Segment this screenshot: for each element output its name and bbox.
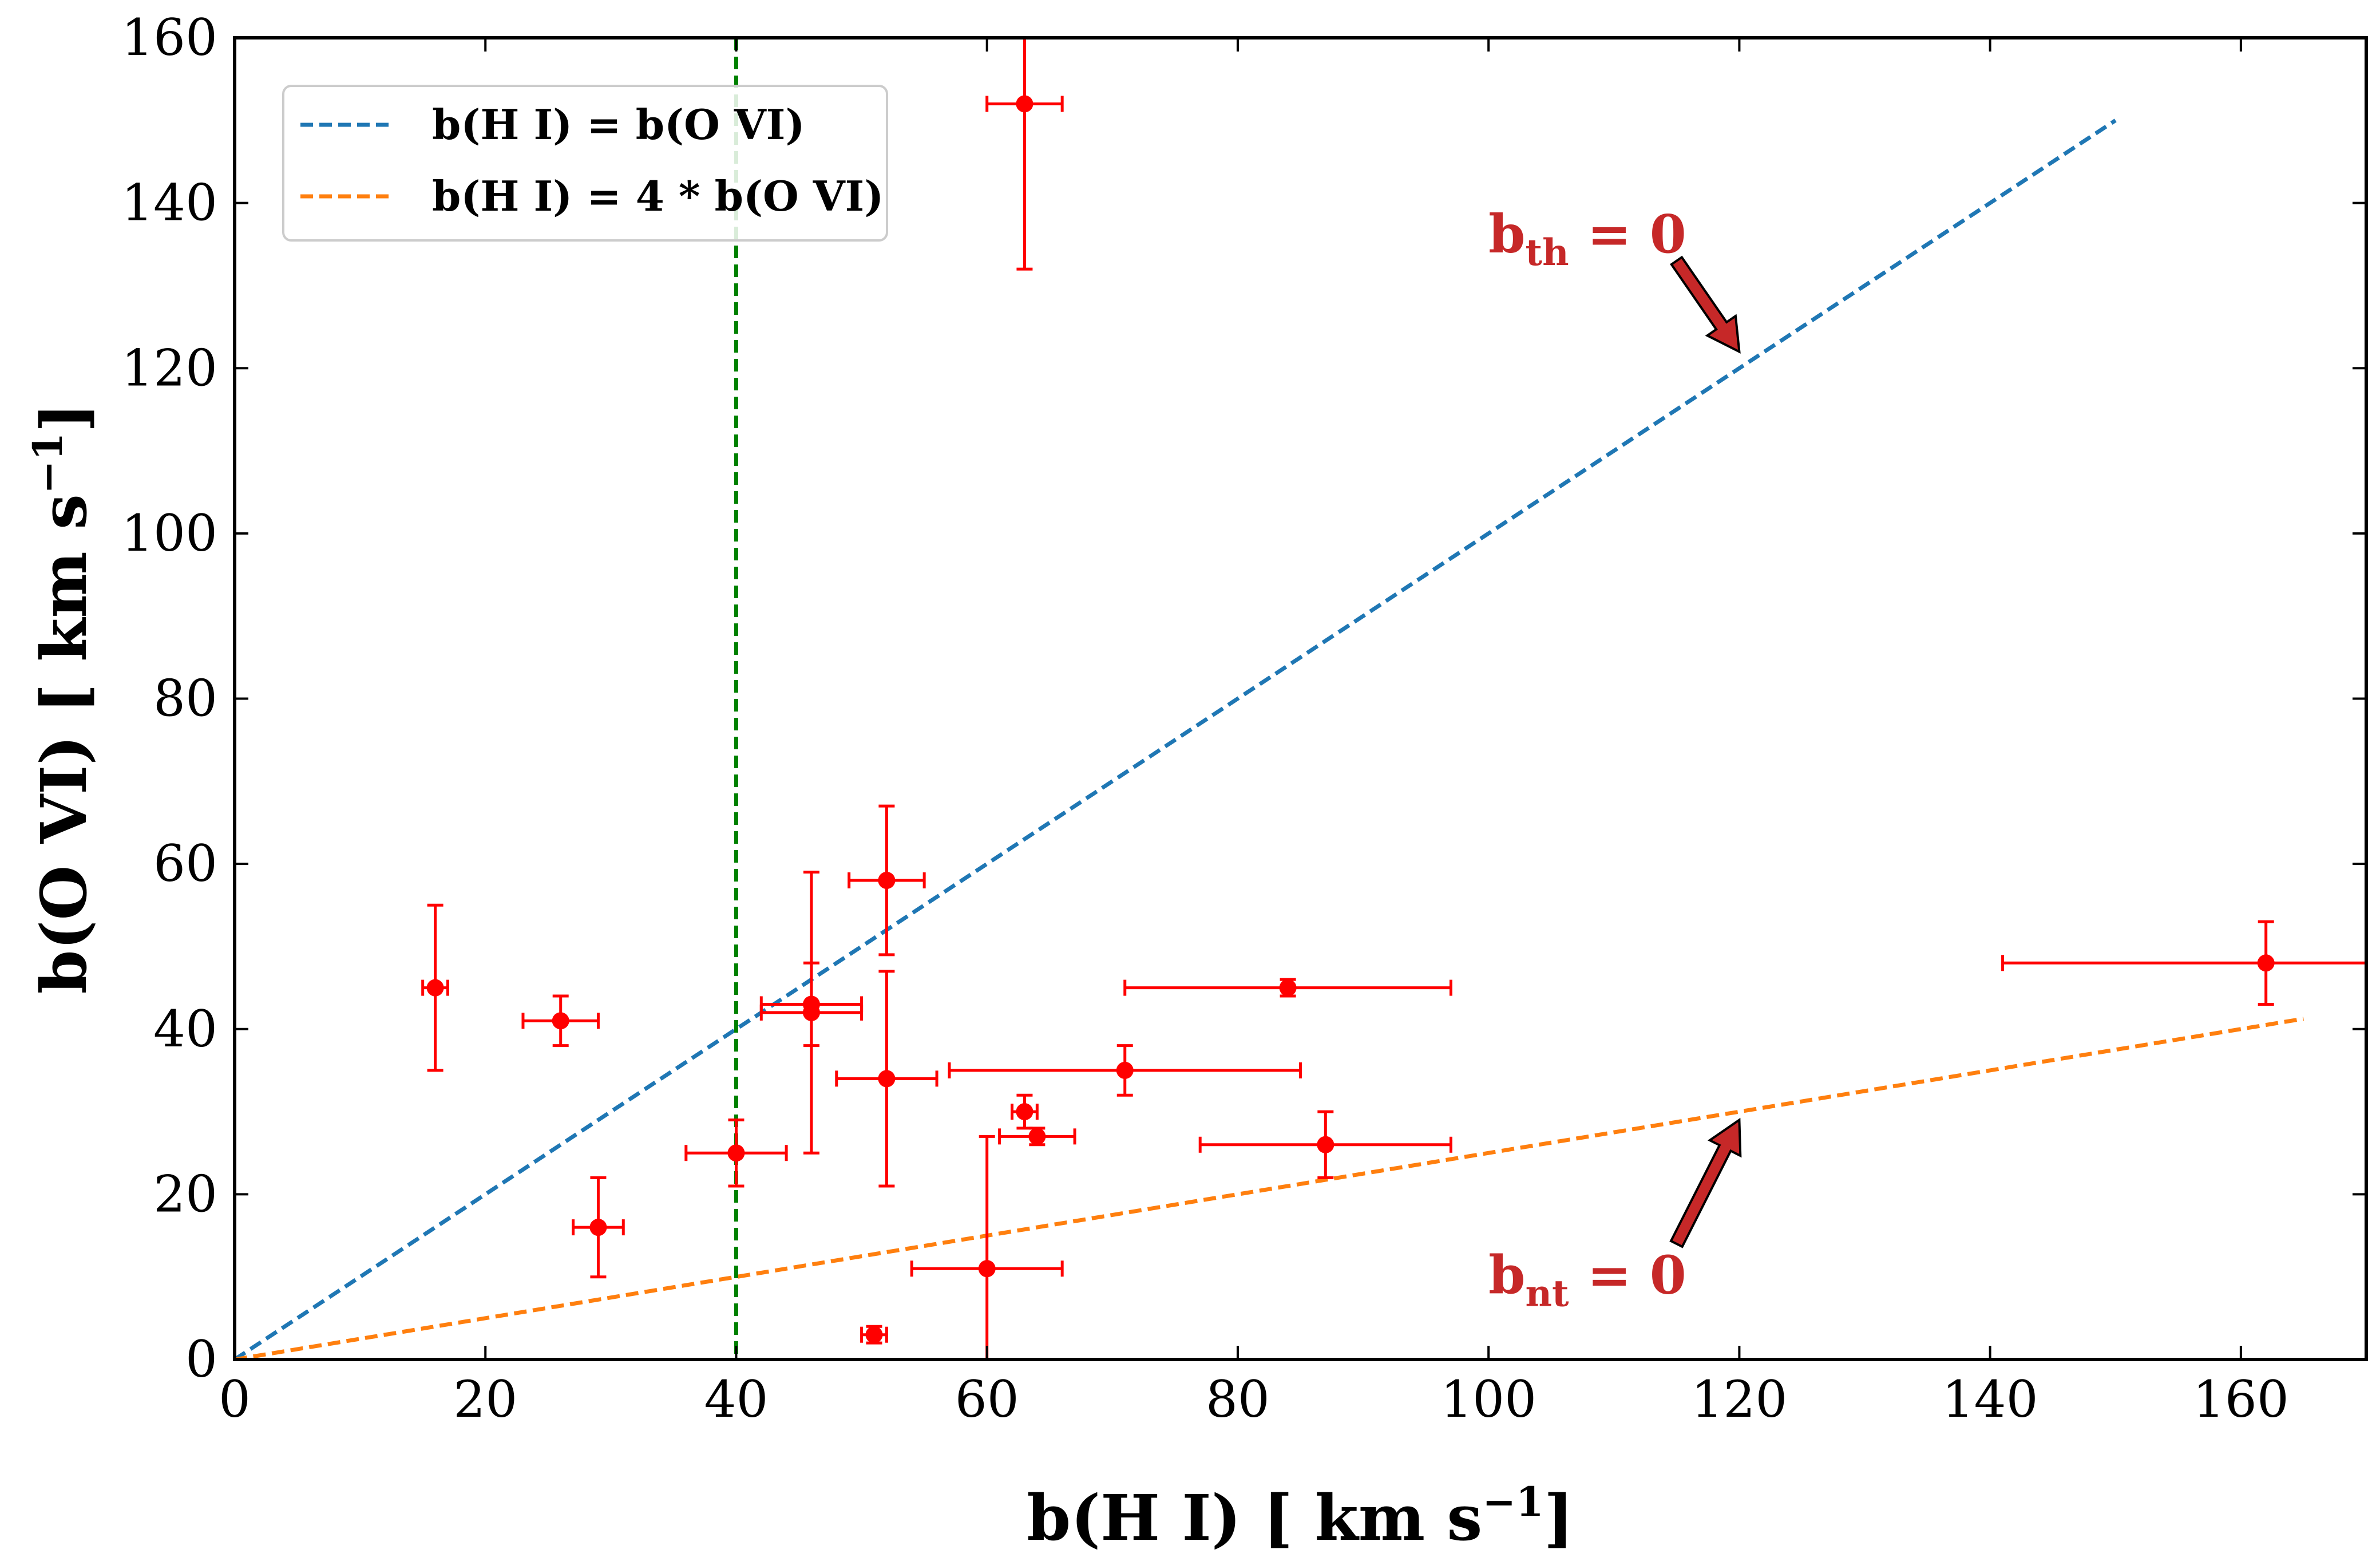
data-point (1198, 1110, 1452, 1180)
point-marker (426, 979, 444, 997)
data-point (985, 38, 1064, 271)
data-point (860, 1325, 888, 1345)
x-tick-label: 60 (955, 1370, 1019, 1429)
one-to-one-line (235, 118, 2117, 1360)
annotation-b-nt: bnt = 0 (1488, 1244, 1686, 1315)
y-tick-label: 40 (153, 999, 217, 1058)
data-point (684, 1118, 788, 1188)
point-marker (878, 1070, 896, 1088)
legend-box (282, 85, 888, 242)
annotation-b-nt-arrow (1669, 1117, 1742, 1248)
data-point (572, 1176, 625, 1279)
point-marker (1279, 979, 1297, 997)
data-point (1011, 1093, 1039, 1130)
point-marker (1116, 1061, 1134, 1079)
data-point (1123, 978, 1452, 998)
y-tick-label: 100 (121, 504, 217, 563)
data-point (998, 1127, 1076, 1147)
y-tick-label: 120 (121, 338, 217, 397)
x-tick-label: 100 (1440, 1370, 1536, 1429)
data-point (910, 1135, 1064, 1360)
data-point (948, 1044, 1302, 1097)
annotation-b-th: bth = 0 (1488, 203, 1686, 274)
point-marker (802, 1003, 820, 1021)
point-marker (2257, 954, 2275, 972)
point-marker (978, 1260, 996, 1278)
point-marker (878, 871, 896, 889)
x-tick-label: 160 (2193, 1370, 2289, 1429)
point-marker (865, 1326, 883, 1343)
data-point (848, 804, 926, 957)
y-tick-label: 140 (121, 173, 217, 232)
legend: b(H I) = b(O VI) b(H I) = 4 * b(O VI) (282, 85, 888, 242)
point-marker (1028, 1128, 1046, 1145)
data-point (835, 970, 938, 1188)
point-marker (552, 1012, 569, 1030)
x-tick-label: 120 (1691, 1370, 1787, 1429)
four-to-one-line (235, 1017, 2304, 1360)
data-point (421, 903, 449, 1072)
point-marker (589, 1219, 607, 1236)
x-tick-label: 40 (704, 1370, 768, 1429)
point-marker (1317, 1136, 1334, 1153)
data-point (759, 871, 864, 1155)
point-marker (1016, 95, 1033, 113)
y-tick-label: 60 (153, 834, 217, 893)
x-tick-label: 20 (453, 1370, 517, 1429)
y-tick-label: 80 (153, 669, 217, 728)
annotation-b-th-arrow (1670, 255, 1741, 354)
plot-frame (233, 36, 2368, 1361)
y-axis-title: b(O VI) [ km s−1] (24, 403, 101, 994)
point-marker (1016, 1103, 1033, 1121)
data-point (2001, 920, 2366, 1006)
x-tick-label: 80 (1206, 1370, 1270, 1429)
y-tick-label: 160 (121, 8, 217, 67)
x-tick-label: 0 (219, 1370, 251, 1429)
x-tick-label: 140 (1942, 1370, 2038, 1429)
y-tick-label: 20 (153, 1164, 217, 1223)
legend-label-orange: b(H I) = 4 * b(O VI) (432, 172, 884, 220)
x-axis-title: b(H I) [ km s−1] (1027, 1478, 1574, 1555)
data-point (521, 994, 600, 1048)
y-tick-label: 0 (185, 1330, 217, 1389)
point-marker (727, 1144, 745, 1162)
legend-label-blue: b(H I) = b(O VI) (432, 100, 805, 149)
